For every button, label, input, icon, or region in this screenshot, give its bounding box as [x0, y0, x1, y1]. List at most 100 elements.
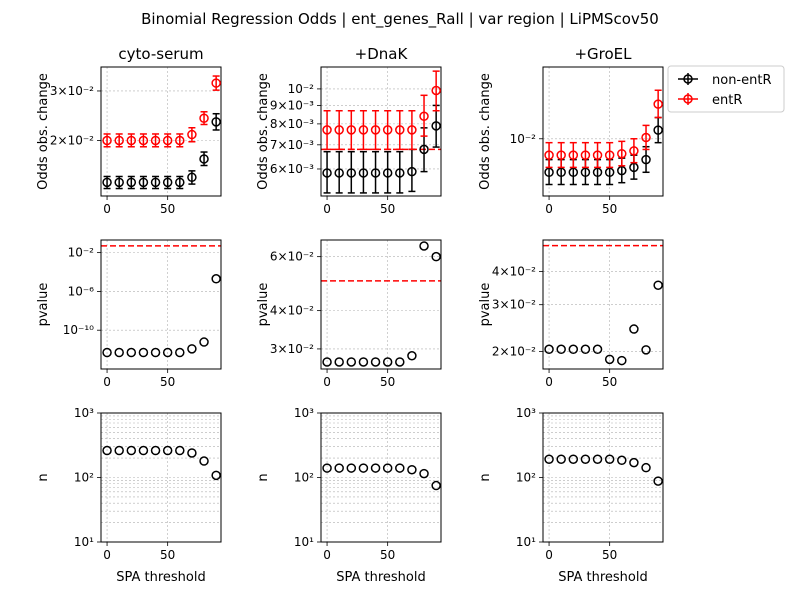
chart-panel-7: 0 50 10¹ 10² 10³ SPA threshold n: [36, 406, 222, 585]
data-point: [629, 146, 639, 156]
y-tick-label: 2×10⁻²: [50, 134, 94, 148]
data-point: [544, 167, 554, 178]
x-tick-label: 50: [380, 202, 395, 216]
data-point: [162, 135, 173, 146]
data-point: [175, 135, 185, 146]
data-point: [580, 150, 591, 160]
data-point: [114, 445, 124, 456]
y-tick-label: 6×10⁻³: [270, 162, 314, 176]
data-point: [407, 125, 417, 135]
data-point: [162, 445, 173, 456]
data-point: [544, 344, 554, 355]
data-point: [358, 168, 369, 178]
data-point: [187, 344, 197, 354]
data-point: [358, 357, 369, 367]
axes-frame: [320, 239, 442, 370]
data-point: [407, 464, 417, 475]
series-0: [544, 280, 663, 366]
data-point: [102, 177, 112, 188]
data-point: [138, 445, 149, 456]
chart-panel-4: 0 50 10⁻¹⁰ 10⁻⁶ 10⁻² pvalue: [36, 239, 222, 389]
y-tick-label: 4×10⁻²: [270, 304, 314, 318]
chart-panel-3: 0 50 10⁻² +GroEL Odds obs. change: [478, 45, 664, 216]
data-point: [187, 172, 197, 183]
series-0: [102, 274, 221, 358]
chart-panel-1: 0 50 2×10⁻² 3×10⁻² cyto-serum Odds obs. chang…: [36, 45, 222, 216]
y-tick-label: 10²: [294, 471, 314, 485]
grid: [543, 67, 663, 196]
series-0: [544, 454, 663, 486]
y-axis-label: pvalue: [478, 283, 493, 327]
y-tick-label: 8×10⁻³: [270, 117, 314, 131]
data-point: [126, 347, 137, 358]
legend-frame: [667, 65, 785, 113]
data-point: [604, 167, 615, 178]
data-point: [126, 177, 137, 188]
data-point: [322, 125, 332, 135]
y-tick-label: 10³: [74, 406, 94, 420]
data-point: [653, 125, 663, 135]
data-point: [370, 463, 381, 473]
data-point: [138, 135, 149, 146]
data-point: [211, 274, 221, 284]
data-point: [544, 454, 554, 464]
chart-panel-2: 0 50 6×10⁻³ 7×10⁻³ 8×10⁻³ 9×10⁻³ 10⁻² +DnaK Odds…: [256, 45, 442, 216]
y-tick-label: 10⁻²: [510, 132, 537, 146]
data-point: [653, 99, 663, 109]
data-point: [114, 135, 124, 146]
y-tick-label: 3×10⁻²: [492, 298, 536, 312]
data-point: [346, 357, 357, 367]
data-point: [334, 463, 344, 473]
data-point: [322, 168, 332, 178]
data-point: [592, 454, 603, 464]
x-tick-label: 0: [103, 548, 111, 562]
y-tick-label: 10⁻¹⁰: [63, 323, 94, 337]
data-point: [641, 154, 651, 165]
legend-entry-entr: entR: [678, 93, 742, 108]
x-tick-label: 50: [380, 375, 395, 389]
axes-frame: [100, 66, 222, 197]
data-point: [617, 355, 627, 366]
data-point: [568, 167, 579, 178]
x-axis-label: SPA threshold: [558, 570, 648, 585]
data-point: [419, 468, 429, 479]
data-point: [419, 241, 429, 251]
legend-marker-icon: [683, 74, 693, 84]
data-point: [544, 150, 554, 160]
x-tick-label: 0: [323, 548, 331, 562]
grid: [101, 240, 221, 369]
data-point: [629, 324, 639, 334]
data-point: [150, 347, 161, 358]
data-point: [395, 357, 405, 367]
axes-frame: [320, 66, 442, 197]
grid: [101, 412, 221, 543]
y-tick-label: 10²: [516, 471, 536, 485]
x-tick-label: 0: [103, 202, 111, 216]
data-point: [199, 456, 209, 466]
data-point: [431, 121, 441, 131]
data-point: [580, 167, 591, 178]
x-tick-label: 50: [602, 375, 617, 389]
data-point: [199, 154, 209, 164]
data-point: [395, 168, 405, 178]
y-tick-label: 10²: [74, 471, 94, 485]
data-point: [382, 357, 393, 367]
data-point: [370, 125, 381, 135]
y-tick-label: 10¹: [294, 535, 314, 549]
data-point: [592, 150, 603, 160]
data-point: [211, 78, 221, 88]
panel-title: +DnaK: [355, 45, 409, 63]
x-tick-label: 50: [602, 548, 617, 562]
y-tick-label: 10⁻²: [68, 246, 95, 260]
legend-label: non-entR: [712, 73, 772, 88]
series-1: [102, 75, 221, 148]
data-point: [322, 357, 332, 367]
x-tick-label: 50: [380, 548, 395, 562]
y-tick-label: 10¹: [516, 535, 536, 549]
data-point: [102, 135, 112, 146]
data-point: [431, 251, 441, 262]
series-1: [322, 70, 441, 151]
y-tick-label: 3×10⁻²: [50, 84, 94, 98]
y-tick-label: 10¹: [74, 535, 94, 549]
